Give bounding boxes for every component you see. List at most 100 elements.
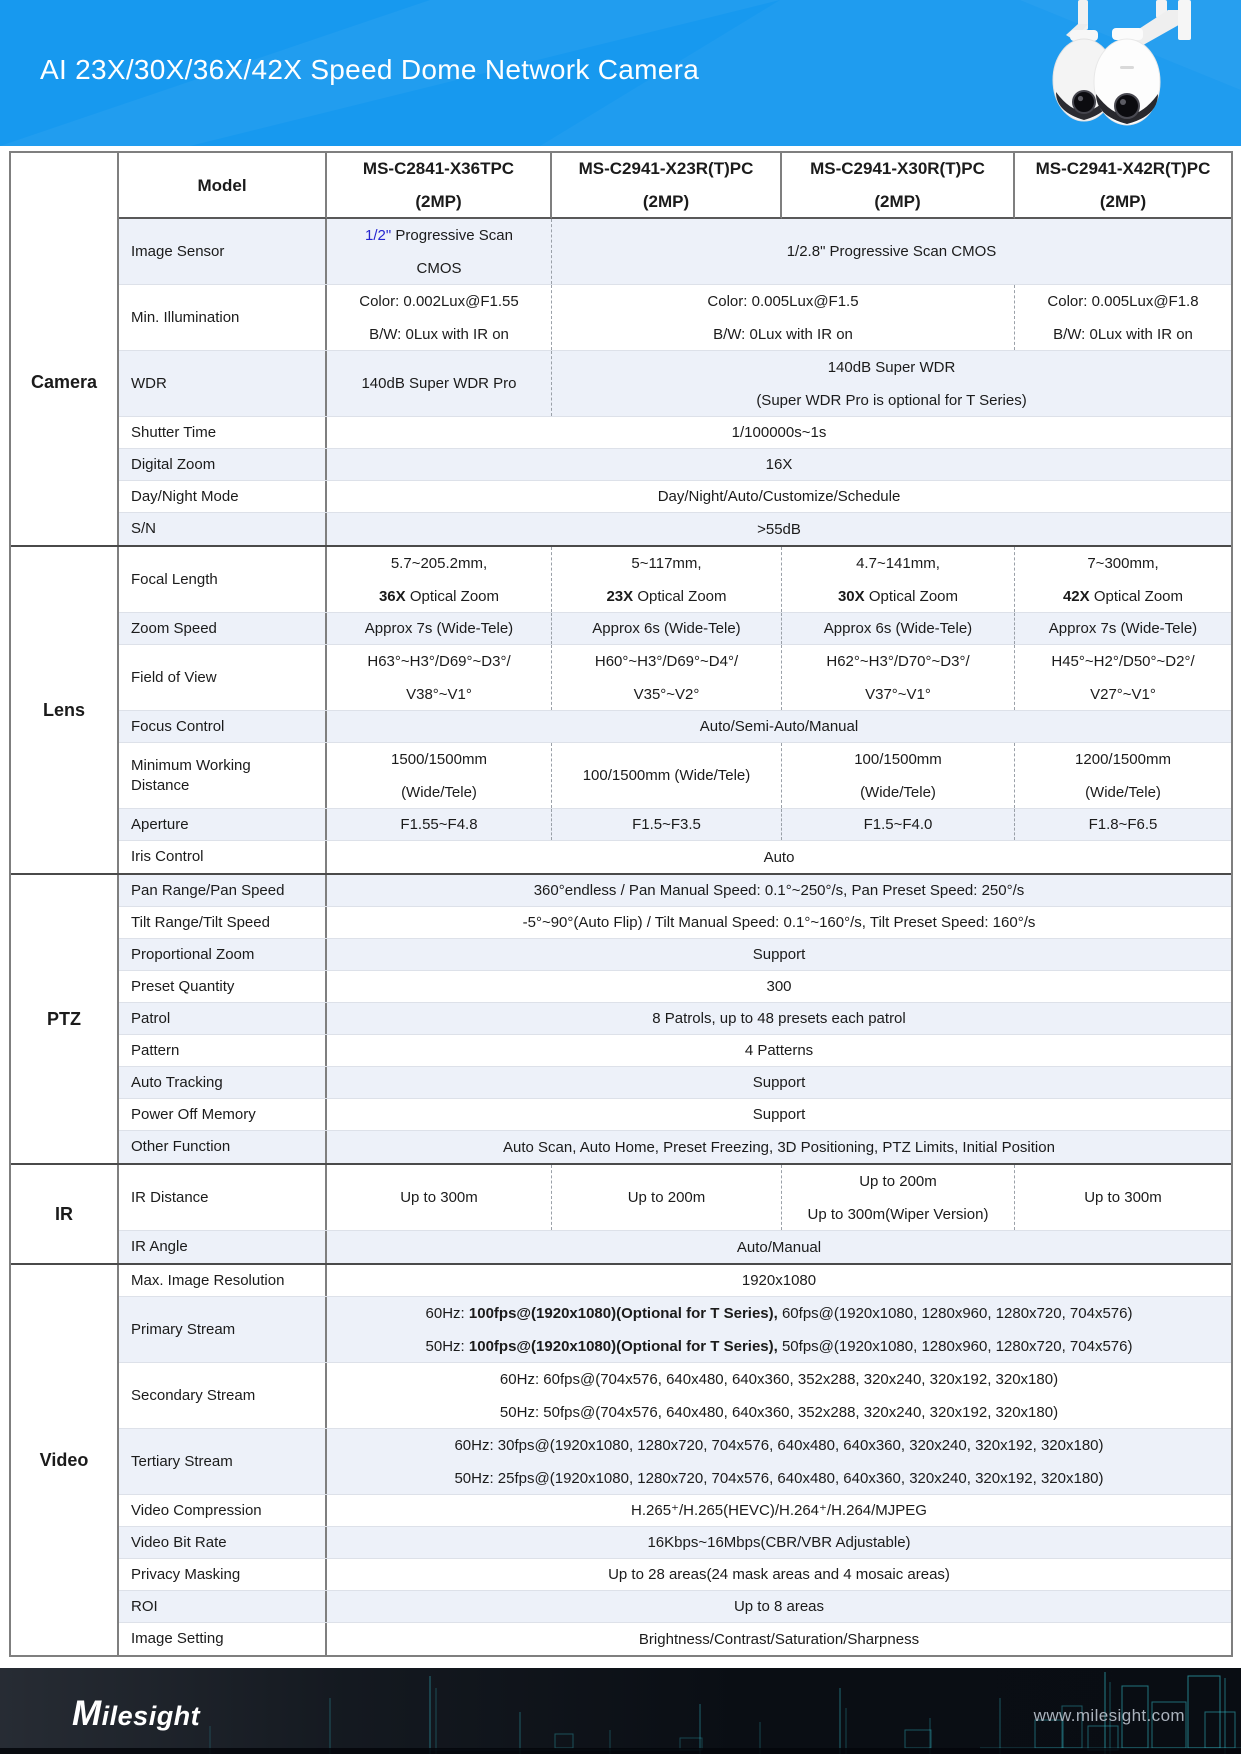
text-segment: 300 xyxy=(766,978,792,995)
spec-cell: 1/100000s~1s xyxy=(327,417,1231,448)
spec-row: Video Bit Rate 16Kbps~16Mbps(CBR/VBR Adju… xyxy=(119,1527,1231,1559)
text-segment: Auto/Manual xyxy=(736,1238,822,1256)
spec-cell: Approx 7s (Wide-Tele) xyxy=(1015,613,1231,644)
row-label: Shutter Time xyxy=(119,417,327,448)
row-label: Pan Range/Pan Speed xyxy=(119,875,327,906)
row-label-text: IR Distance xyxy=(131,1188,209,1206)
cell-line: 60Hz: 30fps@(1920x1080, 1280x720, 704x57… xyxy=(454,1436,1103,1455)
text-segment: Up to 300m(Wiper Version) xyxy=(807,1205,989,1223)
model-name: MS-C2941-X30R(T)PC xyxy=(810,159,985,178)
text-segment: Support xyxy=(752,1106,806,1123)
text-segment: 60fps@(1920x1080, 1280x960, 1280x720, 70… xyxy=(777,1304,1133,1322)
row-label: Minimum Working Distance xyxy=(119,743,327,808)
section-label: Camera xyxy=(11,219,119,545)
spec-cell: 5~117mm, 23X Optical Zoom xyxy=(552,547,782,612)
row-label: Other Function xyxy=(119,1131,327,1163)
model-mp: (2MP) xyxy=(874,192,920,211)
text-segment: Up to 8 areas xyxy=(733,1598,825,1615)
cell-line: Approx 6s (Wide-Tele) xyxy=(592,619,740,638)
spec-cell: 60Hz: 100fps@(1920x1080)(Optional for T … xyxy=(327,1297,1231,1362)
spec-row: S/N >55dB xyxy=(119,513,1231,545)
text-segment: F1.8~F6.5 xyxy=(1088,816,1158,833)
spec-row: Focus Control Auto/Semi-Auto/Manual xyxy=(119,711,1231,743)
text-segment: Support xyxy=(752,946,806,963)
text-segment: IR xyxy=(55,1203,73,1224)
text-segment: >55dB xyxy=(757,520,801,538)
text-segment: 4 Patterns xyxy=(744,1042,814,1059)
row-label: Focal Length xyxy=(119,547,327,612)
row-label: Tilt Range/Tilt Speed xyxy=(119,907,327,938)
product-image-speed-dome-cameras xyxy=(1052,0,1191,126)
row-label: Tertiary Stream xyxy=(119,1429,327,1494)
text-segment: CMOS xyxy=(416,259,462,277)
spec-table: Model MS-C2841-X36TPC (2MP) MS-C2941-X23R(T… xyxy=(9,151,1233,1657)
spec-cell: 5.7~205.2mm, 36X Optical Zoom xyxy=(327,547,552,612)
row-label-text: S/N xyxy=(131,520,157,538)
section-rows: Max. Image Resolution 1920x1080 Primary St… xyxy=(119,1265,1231,1655)
cell-line: CMOS xyxy=(417,259,462,278)
section-ptz: PTZ Pan Range/Pan Speed 360°endless / Pan … xyxy=(11,873,1231,1163)
spec-cell: Color: 0.005Lux@F1.8 B/W: 0Lux with IR on xyxy=(1015,285,1231,350)
section-lens: Lens Focal Length 5.7~205.2mm, 36X Optical … xyxy=(11,545,1231,873)
spec-row: Proportional Zoom Support xyxy=(119,939,1231,971)
spec-cell: 60Hz: 60fps@(704x576, 640x480, 640x360, … xyxy=(327,1363,1231,1428)
spec-cell: Auto/Manual xyxy=(327,1231,1231,1263)
model-name: MS-C2841-X36TPC xyxy=(363,159,514,178)
text-segment: Color: 0.002Lux@F1.55 xyxy=(359,292,519,310)
spec-cell: 1500/1500mm (Wide/Tele) xyxy=(327,743,552,808)
spec-cell: 140dB Super WDR Pro xyxy=(327,351,552,416)
cell-line: Color: 0.005Lux@F1.8 xyxy=(1047,292,1198,311)
cell-line: Approx 7s (Wide-Tele) xyxy=(1049,619,1197,638)
cell-line: H63°~H3°/D69°~D3°/ xyxy=(367,652,510,671)
cell-line: >55dB xyxy=(757,520,801,539)
spec-row: Min. Illumination Color: 0.002Lux@F1.55 B/… xyxy=(119,285,1231,351)
row-label-text: Proportional Zoom xyxy=(131,945,255,963)
text-segment: 50Hz: xyxy=(425,1337,469,1355)
cell-line: 140dB Super WDR Pro xyxy=(361,374,516,393)
text-segment: 42X xyxy=(1062,587,1090,605)
spec-cell: -5°~90°(Auto Flip) / Tilt Manual Speed: … xyxy=(327,907,1231,938)
text-segment: MS-C2941-X23R(T)PC xyxy=(578,159,754,178)
spec-row: Digital Zoom 16X xyxy=(119,449,1231,481)
text-segment: 4.7~141mm, xyxy=(856,554,940,572)
row-label-text: Field of View xyxy=(131,668,217,686)
cell-line: Up to 300m xyxy=(400,1188,478,1207)
section-label: Lens xyxy=(11,547,119,873)
row-label: Max. Image Resolution xyxy=(119,1265,327,1296)
text-segment: B/W: 0Lux with IR on xyxy=(369,325,509,343)
spec-row: Preset Quantity 300 xyxy=(119,971,1231,1003)
footer-website: www.milesight.com xyxy=(1033,1706,1185,1725)
cell-line: F1.5~F4.0 xyxy=(864,815,933,834)
model-header-row: Model MS-C2841-X36TPC (2MP) MS-C2941-X23R(T… xyxy=(11,153,1231,219)
milesight-logo: Milesight xyxy=(72,1694,201,1733)
cell-line: Up to 300m xyxy=(1084,1188,1162,1207)
text-segment: Approx 6s (Wide-Tele) xyxy=(823,620,973,637)
spec-row: ROI Up to 8 areas xyxy=(119,1591,1231,1623)
row-label-text: IR Angle xyxy=(131,1238,188,1256)
cell-line: 4 Patterns xyxy=(745,1041,813,1060)
spec-cell: Approx 6s (Wide-Tele) xyxy=(782,613,1015,644)
model-mp: (2MP) xyxy=(415,192,461,211)
row-label-text: Secondary Stream xyxy=(131,1386,256,1404)
cell-line: Up to 8 areas xyxy=(734,1597,824,1616)
section-label: IR xyxy=(11,1165,119,1263)
model-mp: (2MP) xyxy=(1100,192,1146,211)
spec-cell: Approx 7s (Wide-Tele) xyxy=(327,613,552,644)
spec-cell: Up to 200m xyxy=(552,1165,782,1230)
cell-line: -5°~90°(Auto Flip) / Tilt Manual Speed: … xyxy=(523,913,1036,932)
cell-line: H62°~H3°/D70°~D3°/ xyxy=(826,652,969,671)
text-segment: V27°~V1° xyxy=(1090,685,1156,703)
cell-line: Auto/Semi-Auto/Manual xyxy=(700,717,858,736)
text-segment: Approx 7s (Wide-Tele) xyxy=(1048,620,1198,637)
row-label-text: Privacy Masking xyxy=(131,1565,241,1583)
text-segment: (2MP) xyxy=(1099,192,1147,211)
text-segment: Auto xyxy=(763,848,795,866)
section-label: PTZ xyxy=(11,875,119,1163)
row-label: Image Setting xyxy=(119,1623,327,1655)
row-label-text: Video Compression xyxy=(131,1501,262,1519)
row-label-text: Aperture xyxy=(131,815,189,833)
cell-line: 1/100000s~1s xyxy=(732,423,827,442)
spec-row: Pattern 4 Patterns xyxy=(119,1035,1231,1067)
text-segment: 7~300mm, xyxy=(1087,554,1159,572)
text-segment: (Wide/Tele) xyxy=(860,783,936,801)
